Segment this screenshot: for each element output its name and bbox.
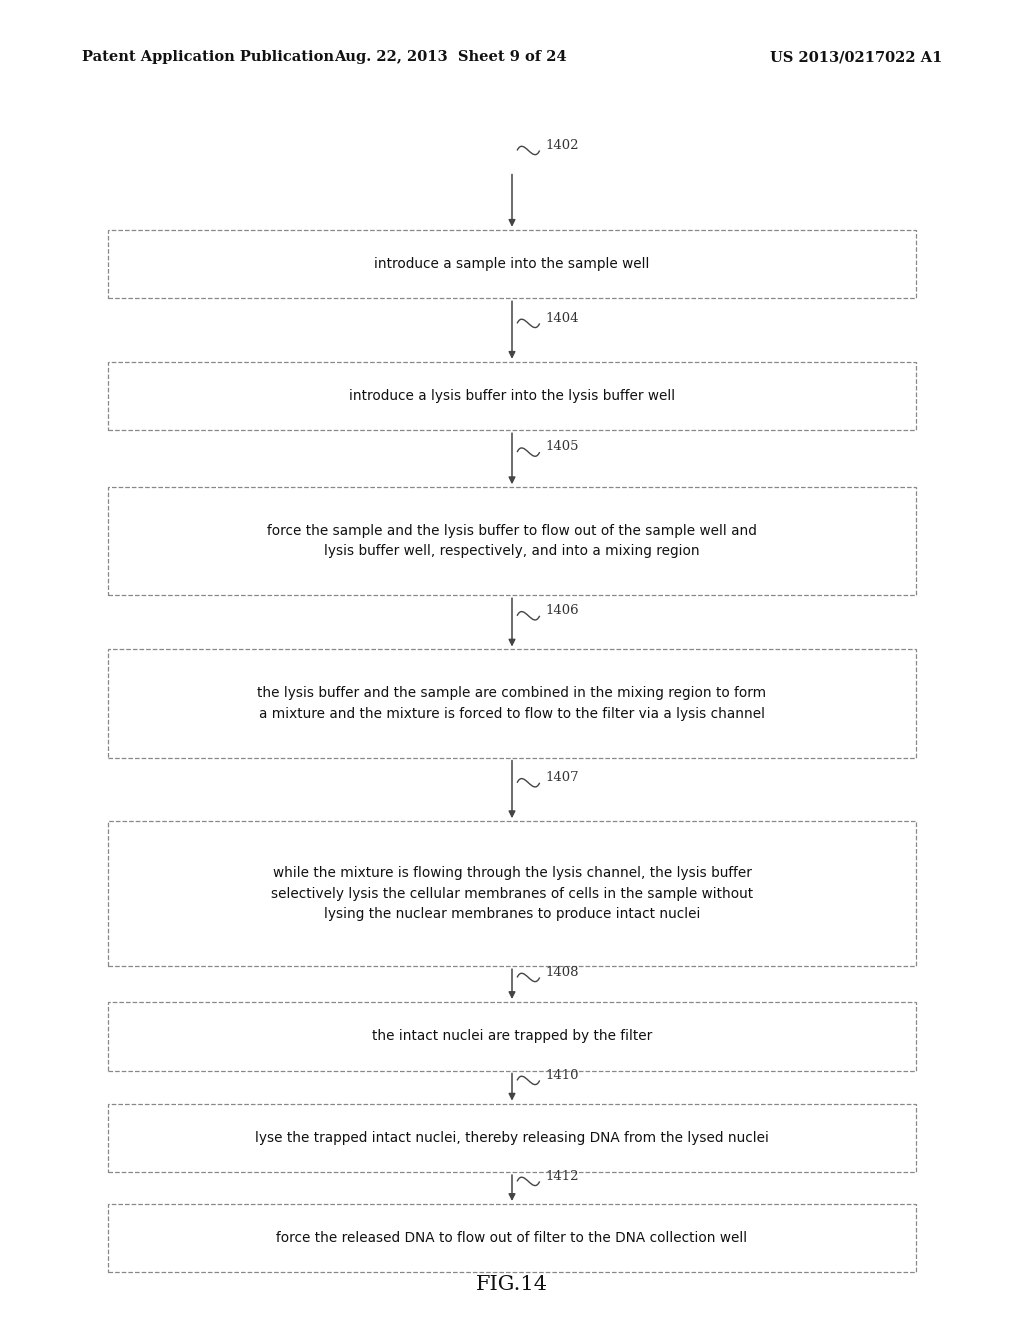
Text: introduce a lysis buffer into the lysis buffer well: introduce a lysis buffer into the lysis … [349, 389, 675, 403]
Bar [108, 649, 916, 758]
Text: 1406: 1406 [546, 605, 580, 616]
Text: the intact nuclei are trapped by the filter: the intact nuclei are trapped by the fil… [372, 1030, 652, 1043]
Text: 1408: 1408 [546, 966, 580, 978]
Text: 1410: 1410 [546, 1069, 580, 1081]
Bar [108, 1104, 916, 1172]
Bar [108, 1002, 916, 1071]
Bar [108, 362, 916, 430]
Text: 1412: 1412 [546, 1170, 580, 1183]
Text: introduce a sample into the sample well: introduce a sample into the sample well [375, 257, 649, 271]
Text: FIG.14: FIG.14 [476, 1275, 548, 1294]
Bar [108, 230, 916, 298]
Text: US 2013/0217022 A1: US 2013/0217022 A1 [770, 50, 942, 65]
Text: force the released DNA to flow out of filter to the DNA collection well: force the released DNA to flow out of fi… [276, 1232, 748, 1245]
Bar [108, 1204, 916, 1272]
Bar [108, 821, 916, 966]
Bar [108, 487, 916, 595]
Text: the lysis buffer and the sample are combined in the mixing region to form
a mixt: the lysis buffer and the sample are comb… [257, 686, 767, 721]
Text: force the sample and the lysis buffer to flow out of the sample well and
lysis b: force the sample and the lysis buffer to… [267, 524, 757, 558]
Text: 1402: 1402 [546, 139, 580, 152]
Text: 1405: 1405 [546, 441, 580, 453]
Text: while the mixture is flowing through the lysis channel, the lysis buffer
selecti: while the mixture is flowing through the… [271, 866, 753, 921]
Text: lyse the trapped intact nuclei, thereby releasing DNA from the lysed nuclei: lyse the trapped intact nuclei, thereby … [255, 1131, 769, 1144]
Text: 1407: 1407 [546, 771, 580, 784]
Text: 1404: 1404 [546, 312, 580, 325]
Text: Patent Application Publication: Patent Application Publication [82, 50, 334, 65]
Text: Aug. 22, 2013  Sheet 9 of 24: Aug. 22, 2013 Sheet 9 of 24 [334, 50, 567, 65]
